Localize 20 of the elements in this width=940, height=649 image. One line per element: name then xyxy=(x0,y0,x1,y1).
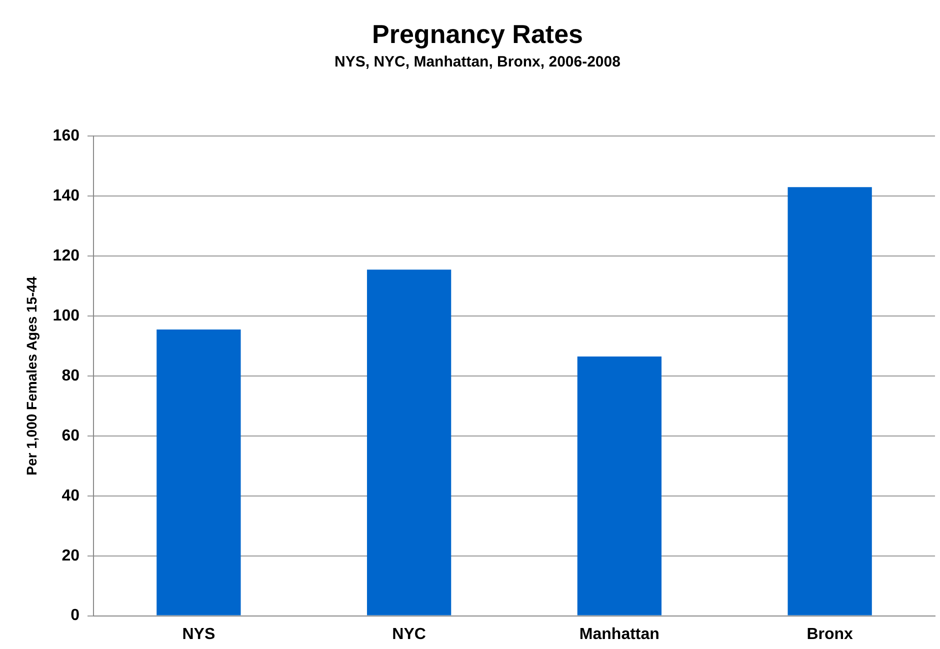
y-tick-label: 20 xyxy=(62,547,80,564)
x-tick-label: Bronx xyxy=(806,626,854,643)
bar xyxy=(156,330,241,616)
x-tick-label: NYC xyxy=(392,626,426,643)
y-tick-label: 160 xyxy=(52,128,80,145)
y-tick-label: 40 xyxy=(62,487,80,504)
y-tick-label: 120 xyxy=(52,248,80,265)
x-tick-label: NYS xyxy=(182,626,216,643)
y-tick-label: 0 xyxy=(70,607,80,624)
y-tick-label: 140 xyxy=(52,188,80,205)
chart-title: Pregnancy Rates xyxy=(372,18,583,49)
y-tick-label: 100 xyxy=(52,307,80,324)
y-axis-title: Per 1,000 Females Ages 15-44 xyxy=(23,276,40,476)
bar xyxy=(366,270,452,616)
chart-subtitle: NYS, NYC, Manhattan, Bronx, 2006-2008 xyxy=(334,53,620,70)
y-tick-label: 80 xyxy=(62,367,80,384)
x-tick-label: Manhattan xyxy=(579,626,660,643)
bar xyxy=(788,187,872,616)
bar xyxy=(577,356,662,616)
y-tick-label: 60 xyxy=(62,427,80,444)
